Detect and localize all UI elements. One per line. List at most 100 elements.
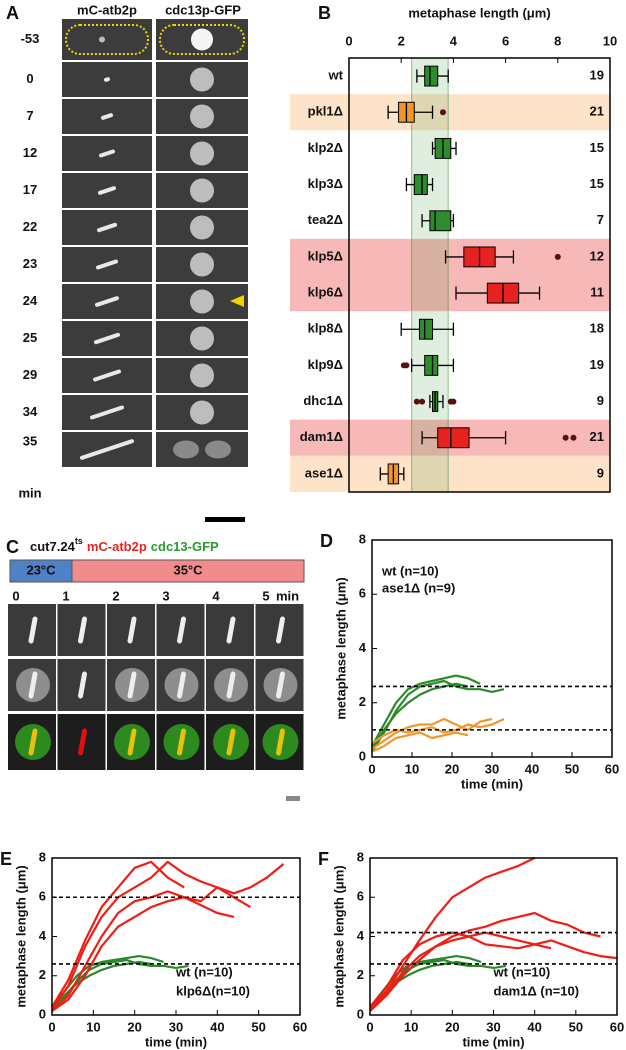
trace — [369, 960, 469, 1010]
category-label: klp6Δ — [308, 285, 343, 300]
trace — [371, 717, 493, 750]
spindle — [78, 671, 87, 699]
spindle — [127, 616, 137, 644]
plot-frame — [371, 539, 613, 758]
time-label: 29 — [23, 367, 37, 382]
box — [418, 318, 434, 340]
panel-label: B — [318, 3, 331, 23]
x-tick-label: 10 — [405, 761, 419, 776]
count-label: 18 — [590, 321, 604, 336]
x-tick-label: 60 — [610, 1019, 624, 1034]
arrowhead — [230, 295, 244, 307]
nucleus — [205, 440, 231, 459]
x-tick-label: 60 — [605, 761, 619, 776]
y-tick-label: 8 — [39, 849, 46, 864]
legend-entry: wt (n=10) — [381, 563, 439, 578]
panel-label: D — [320, 531, 333, 551]
category-label: klp5Δ — [308, 248, 343, 263]
marker: mC-atb2p — [87, 539, 147, 554]
spindle — [98, 186, 116, 195]
time-label: -53 — [21, 31, 40, 46]
y-tick-label: 0 — [359, 748, 366, 763]
spindle — [95, 296, 119, 307]
y-tick-label: 8 — [359, 531, 366, 546]
count-label: 9 — [597, 393, 604, 408]
micrograph — [156, 432, 248, 467]
nucleus — [190, 141, 214, 166]
x-tick-label: 60 — [293, 1019, 307, 1034]
legend-entry: ase1Δ (n=9) — [382, 580, 455, 595]
time-label: 0 — [12, 588, 19, 603]
panel-label: E — [0, 849, 12, 869]
box — [424, 65, 439, 87]
x-tick-label: 30 — [169, 1019, 183, 1034]
temperature-label: 23°C — [26, 562, 56, 577]
category-label: pkl1Δ — [308, 104, 343, 119]
x-tick-label: 50 — [569, 1019, 583, 1034]
x-tick-label: 40 — [527, 1019, 541, 1034]
legend-entry: wt (n=10) — [175, 964, 233, 979]
outlier — [439, 109, 446, 116]
time-label: 34 — [23, 404, 38, 419]
box — [424, 354, 439, 376]
spindle — [94, 332, 120, 345]
spindle — [276, 616, 285, 644]
x-tick-label: 30 — [485, 761, 499, 776]
spindle — [90, 405, 124, 420]
column-header: mC-atb2p — [77, 2, 137, 17]
marker: cdc13-GFP — [151, 539, 219, 554]
time-unit: min — [276, 588, 299, 603]
spindle — [78, 728, 87, 756]
outlier — [450, 398, 457, 405]
y-tick-label: 2 — [39, 967, 46, 982]
cell-outline — [159, 24, 245, 55]
x-tick-label: 8 — [554, 33, 561, 48]
category-label: tea2Δ — [308, 212, 343, 227]
time-label: 4 — [212, 588, 220, 603]
legend-entry: wt (n=10) — [493, 964, 551, 979]
y-tick-label: 8 — [357, 849, 364, 864]
nucleus — [190, 67, 214, 92]
time-label: 17 — [23, 182, 37, 197]
row-highlight — [290, 455, 610, 492]
category-label: klp2Δ — [308, 140, 343, 155]
outlier — [413, 398, 420, 405]
plot-frame — [348, 57, 611, 493]
box — [437, 427, 470, 449]
plot-frame — [51, 857, 301, 1016]
y-axis-title: metaphase length (μm) — [13, 865, 28, 1007]
trace — [51, 860, 185, 1008]
trace — [51, 960, 152, 1010]
y-tick-label: 2 — [359, 694, 366, 709]
spindle — [104, 77, 110, 82]
reference-band — [411, 57, 449, 493]
panel-label: F — [318, 849, 329, 869]
spindle — [80, 439, 134, 460]
x-axis-title: time (min) — [145, 1034, 207, 1049]
category-label: klp8Δ — [308, 321, 343, 336]
x-axis-title: time (min) — [461, 776, 523, 791]
temperature-label: 35°C — [173, 562, 203, 577]
spindle — [28, 728, 38, 756]
y-tick-label: 6 — [357, 889, 364, 904]
time-label: 12 — [23, 145, 37, 160]
spindle — [127, 728, 137, 756]
time-label: 5 — [262, 588, 269, 603]
scale-bar — [286, 796, 300, 801]
box — [429, 210, 452, 232]
count-label: 21 — [590, 104, 604, 119]
outlier — [403, 362, 410, 369]
spindle — [97, 222, 117, 233]
outlier — [554, 253, 561, 260]
trace — [371, 682, 469, 750]
nucleus — [190, 215, 214, 240]
spindle — [177, 728, 186, 756]
y-tick-label: 0 — [39, 1006, 46, 1021]
category-label: ase1Δ — [305, 465, 343, 480]
legend-entry: klp6Δ(n=10) — [176, 983, 250, 998]
time-label: 0 — [26, 71, 33, 86]
category-label: dam1Δ — [300, 429, 343, 444]
strain: cut7.24 — [30, 539, 76, 554]
time-label: 22 — [23, 219, 37, 234]
y-tick-label: 4 — [357, 928, 365, 943]
